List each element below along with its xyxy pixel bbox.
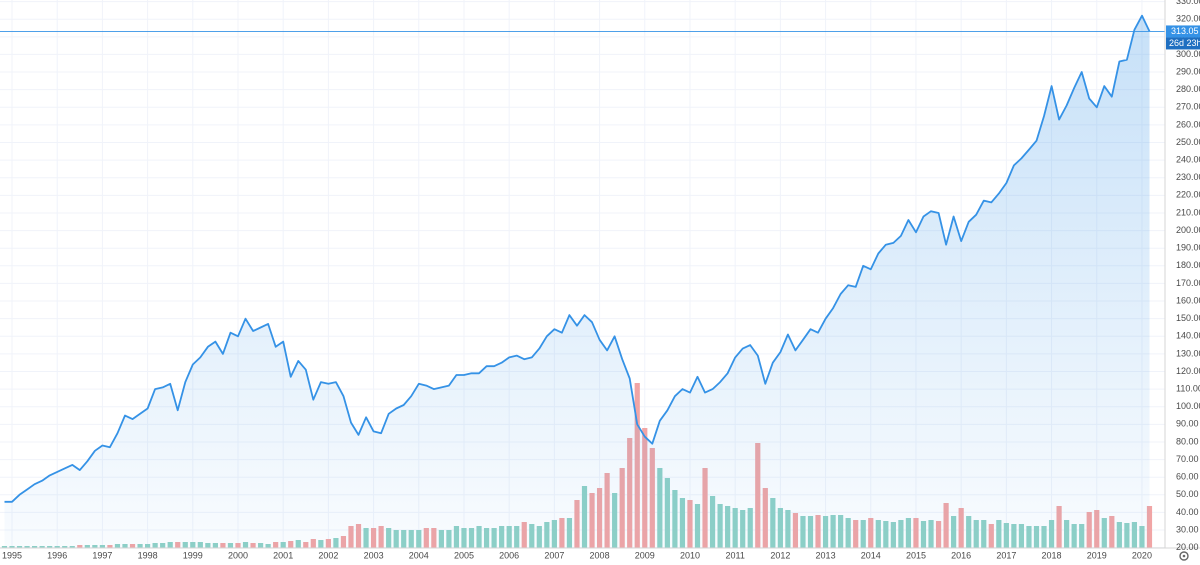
y-tick-label: 290.00	[1176, 66, 1200, 76]
y-tick-label: 50.00	[1176, 489, 1199, 499]
gear-hub[interactable]	[1182, 554, 1186, 558]
y-tick-label: 330.00	[1176, 0, 1200, 6]
x-tick-label: 2013	[816, 550, 836, 560]
x-tick-label: 2018	[1042, 550, 1062, 560]
x-tick-label: 2000	[228, 550, 248, 560]
x-tick-label: 1996	[47, 550, 67, 560]
y-tick-label: 140.00	[1176, 331, 1200, 341]
x-tick-label: 1997	[92, 550, 112, 560]
y-tick-label: 230.00	[1176, 172, 1200, 182]
x-tick-label: 2004	[409, 550, 429, 560]
y-tick-label: 170.00	[1176, 278, 1200, 288]
y-tick-label: 320.00	[1176, 14, 1200, 24]
x-tick-label: 2019	[1087, 550, 1107, 560]
volume-bar	[1, 546, 8, 548]
price	[0, 14, 1165, 548]
x-tick-label: 2017	[996, 550, 1016, 560]
x-tick-label: 2009	[635, 550, 655, 560]
x-tick-label: 2001	[273, 550, 293, 560]
x-tick-label: 2005	[454, 550, 474, 560]
area	[4, 15, 1150, 548]
y-tick-label: 120.00	[1176, 366, 1200, 376]
gear[interactable]	[1179, 551, 1189, 561]
y-tick-label: 30.00	[1176, 524, 1199, 534]
y-tick-label: 80.00	[1176, 436, 1199, 446]
y-tick-label: 270.00	[1176, 102, 1200, 112]
y-tick-label: 300.00	[1176, 49, 1200, 59]
x-tick-label: 2014	[861, 550, 881, 560]
y-tick-label: 280.00	[1176, 84, 1200, 94]
y-tick-label: 190.00	[1176, 243, 1200, 253]
x-tick-label: 2016	[951, 550, 971, 560]
y-tick-label: 220.00	[1176, 190, 1200, 200]
last-price-label: 313.05	[1171, 26, 1199, 36]
y-tick-label: 40.00	[1176, 507, 1199, 517]
x-tick-label: 2008	[590, 550, 610, 560]
countdown-badge	[1166, 37, 1200, 50]
y-tick-label: 200.00	[1176, 225, 1200, 235]
settings-icon[interactable]	[1179, 551, 1189, 561]
x-tick-label: 2020	[1132, 550, 1152, 560]
countdown-label: 26d 23h	[1169, 38, 1200, 48]
y-tick-label: 100.00	[1176, 401, 1200, 411]
y-tick-label: 240.00	[1176, 154, 1200, 164]
y-tick-label: 250.00	[1176, 137, 1200, 147]
x-tick-label: 1995	[2, 550, 22, 560]
y-tick-label: 60.00	[1176, 472, 1199, 482]
y-tick-label: 70.00	[1176, 454, 1199, 464]
x-tick-label: 2012	[770, 550, 790, 560]
y-tick-label: 180.00	[1176, 260, 1200, 270]
x-tick-label: 2007	[544, 550, 564, 560]
y-tick-label: 110.00	[1176, 383, 1200, 393]
y-tick-label: 160.00	[1176, 295, 1200, 305]
y-tick-label: 210.00	[1176, 207, 1200, 217]
x-tick-label: 2011	[725, 550, 744, 560]
y-tick-label: 260.00	[1176, 119, 1200, 129]
x-tick-label: 2003	[364, 550, 384, 560]
x-tick-label: 2002	[318, 550, 338, 560]
x-tick-label: 2015	[906, 550, 926, 560]
price-line	[4, 14, 1151, 503]
x-tick-label: 2010	[680, 550, 700, 560]
y-tick-label: 130.00	[1176, 348, 1200, 358]
x-tick-label: 1998	[138, 550, 158, 560]
x-tick-label: 1999	[183, 550, 203, 560]
y-tick-label: 20.00	[1176, 542, 1199, 552]
y-tick-label: 150.00	[1176, 313, 1200, 323]
last-price-badge	[1166, 25, 1200, 38]
x-tick-label: 2006	[499, 550, 519, 560]
y-tick-label: 90.00	[1176, 419, 1199, 429]
